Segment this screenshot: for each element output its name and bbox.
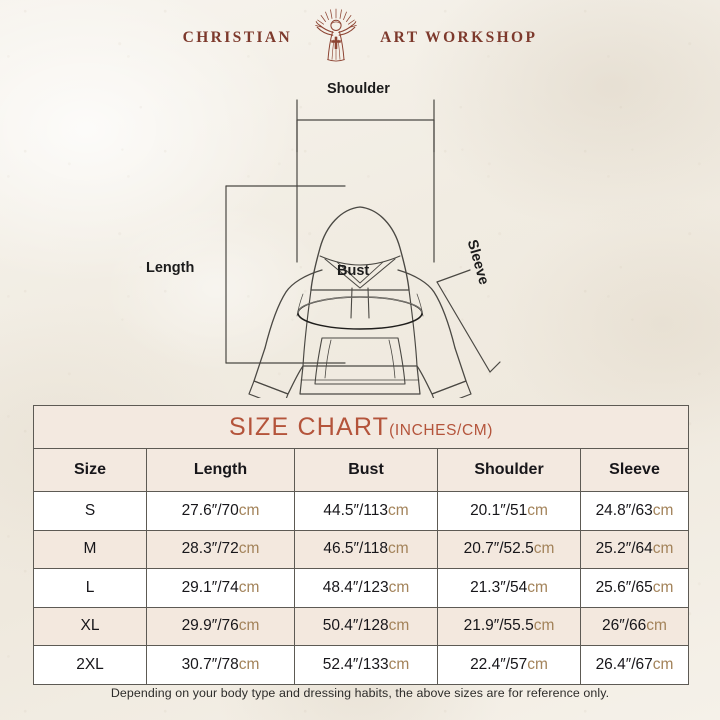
cell-sleeve: 25.2″/64cm bbox=[580, 529, 689, 569]
cell-sleeve: 25.6″/65cm bbox=[580, 568, 689, 608]
hood-inner-edge bbox=[319, 255, 401, 266]
chart-title-main: SIZE CHART bbox=[228, 412, 390, 441]
table-header-row: Size Length Bust Shoulder Sleeve bbox=[33, 448, 689, 492]
right-shoulder-seam bbox=[397, 269, 456, 349]
column-header-size: Size bbox=[33, 448, 147, 492]
cell-bust: 52.4″/133cm bbox=[294, 645, 438, 685]
cell-shoulder: 21.9″/55.5cm bbox=[437, 606, 581, 646]
table-row: XL 29.9″/76cm 50.4″/128cm 21.9″/55.5cm 2… bbox=[33, 606, 689, 646]
cell-bust: 50.4″/128cm bbox=[294, 606, 438, 646]
cell-shoulder: 21.3″/54cm bbox=[437, 568, 581, 608]
chart-title-row: SIZE CHART(INCHES/CM) bbox=[33, 405, 689, 449]
cell-size: M bbox=[33, 529, 147, 569]
cell-bust: 44.5″/113cm bbox=[294, 491, 438, 531]
cell-size: XL bbox=[33, 606, 147, 646]
left-armhole-crease bbox=[296, 293, 304, 317]
cell-shoulder: 22.4″/57cm bbox=[437, 645, 581, 685]
cross-icon bbox=[331, 36, 341, 49]
right-armhole-crease bbox=[416, 293, 424, 317]
cell-size: S bbox=[33, 491, 147, 531]
column-header-length: Length bbox=[146, 448, 295, 492]
hoodie-line-drawing bbox=[225, 99, 501, 408]
right-cuff bbox=[431, 380, 472, 408]
hem-waistband bbox=[299, 365, 421, 395]
bust-measure-line bbox=[296, 119, 435, 263]
risen-christ-cross-icon bbox=[315, 8, 357, 62]
diagram-label-bust: Bust bbox=[337, 263, 370, 279]
body-left-edge bbox=[302, 289, 312, 367]
length-measure-line bbox=[225, 185, 346, 364]
garment-measurement-diagram: Shoulder Length Bust Sleeve bbox=[0, 76, 720, 408]
left-cuff bbox=[248, 380, 289, 408]
brand-name-right: ART WORKSHOP bbox=[380, 29, 538, 46]
hood-v-fold-inner bbox=[336, 261, 384, 284]
chart-title-unit: (INCHES/CM) bbox=[389, 421, 494, 439]
cell-sleeve: 26″/66cm bbox=[580, 606, 689, 646]
diagram-label-shoulder: Shoulder bbox=[327, 81, 390, 97]
table-row: 2XL 30.7″/78cm 52.4″/133cm 22.4″/57cm 26… bbox=[33, 645, 689, 685]
cell-shoulder: 20.7″/52.5cm bbox=[437, 529, 581, 569]
table-row: M 28.3″/72cm 46.5″/118cm 20.7″/52.5cm 25… bbox=[33, 529, 689, 569]
column-header-sleeve: Sleeve bbox=[580, 448, 689, 492]
brand-name-left: CHRISTIAN bbox=[182, 29, 293, 46]
cell-length: 29.1″/74cm bbox=[146, 568, 295, 608]
cell-sleeve: 24.8″/63cm bbox=[580, 491, 689, 531]
chart-title: SIZE CHART(INCHES/CM) bbox=[33, 405, 689, 449]
sleeve-measure-line bbox=[436, 269, 501, 373]
pocket-right-opening bbox=[388, 339, 396, 379]
cell-length: 27.6″/70cm bbox=[146, 491, 295, 531]
brand-header: CHRISTIAN bbox=[0, 0, 720, 76]
cell-shoulder: 20.1″/51cm bbox=[437, 491, 581, 531]
table-row: L 29.1″/74cm 48.4″/123cm 21.3″/54cm 25.6… bbox=[33, 568, 689, 608]
cell-length: 30.7″/78cm bbox=[146, 645, 295, 685]
size-chart-table: SIZE CHART(INCHES/CM) Size Length Bust S… bbox=[33, 405, 689, 685]
cell-sleeve: 26.4″/67cm bbox=[580, 645, 689, 685]
cell-bust: 48.4″/123cm bbox=[294, 568, 438, 608]
cell-size: L bbox=[33, 568, 147, 608]
size-disclaimer-note: Depending on your body type and dressing… bbox=[110, 686, 610, 700]
cell-length: 28.3″/72cm bbox=[146, 529, 295, 569]
cell-length: 29.9″/76cm bbox=[146, 606, 295, 646]
pocket-left-opening bbox=[324, 339, 332, 379]
bust-ellipse-back bbox=[297, 296, 423, 314]
column-header-bust: Bust bbox=[294, 448, 438, 492]
hood-v-fold bbox=[324, 258, 396, 289]
column-header-shoulder: Shoulder bbox=[437, 448, 581, 492]
drawstring-right bbox=[367, 287, 370, 319]
drawstring-left bbox=[350, 287, 353, 319]
body-right-edge bbox=[408, 289, 418, 367]
table-row: S 27.6″/70cm 44.5″/113cm 20.1″/51cm 24.8… bbox=[33, 491, 689, 531]
hood-outline bbox=[310, 206, 410, 291]
diagram-label-length: Length bbox=[146, 260, 195, 276]
cell-bust: 46.5″/118cm bbox=[294, 529, 438, 569]
right-sleeve bbox=[416, 347, 467, 395]
kangaroo-pocket bbox=[314, 337, 406, 385]
cell-size: 2XL bbox=[33, 645, 147, 685]
left-shoulder-seam bbox=[264, 269, 323, 349]
left-sleeve bbox=[253, 347, 304, 395]
shoulder-measure-line bbox=[296, 99, 435, 153]
